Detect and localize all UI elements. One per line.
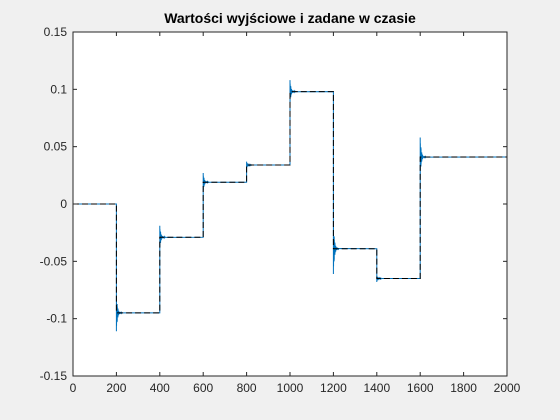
setpoint-series-line (73, 91, 507, 314)
chart-title: Wartości wyjściowe i zadane w czasie (164, 10, 416, 26)
y-tick-label: 0.1 (50, 82, 67, 96)
x-tick-label: 1800 (450, 381, 477, 395)
x-tick-label: 1600 (407, 381, 434, 395)
x-tick-label: 800 (237, 381, 257, 395)
y-tick-label: 0 (60, 197, 67, 211)
x-tick-label: 1000 (277, 381, 304, 395)
y-tick-label: -0.1 (46, 312, 67, 326)
x-tick-label: 1400 (363, 381, 390, 395)
x-tick-label: 600 (193, 381, 213, 395)
x-tick-label: 2000 (494, 381, 521, 395)
x-tick-label: 0 (70, 381, 77, 395)
y-tick-label: 0.15 (44, 25, 68, 39)
series-layer (73, 80, 508, 332)
x-tick-label: 1200 (320, 381, 347, 395)
x-tick-label: 200 (106, 381, 126, 395)
y-tick-label: -0.15 (40, 369, 68, 383)
y-tick-label: 0.05 (44, 140, 68, 154)
x-tick-label: 400 (150, 381, 170, 395)
ticks-layer: 0 200 400 600 800 1000 1200 1400 1600 1800 2000 -0.… (40, 25, 521, 395)
y-tick-label: -0.05 (40, 254, 68, 268)
